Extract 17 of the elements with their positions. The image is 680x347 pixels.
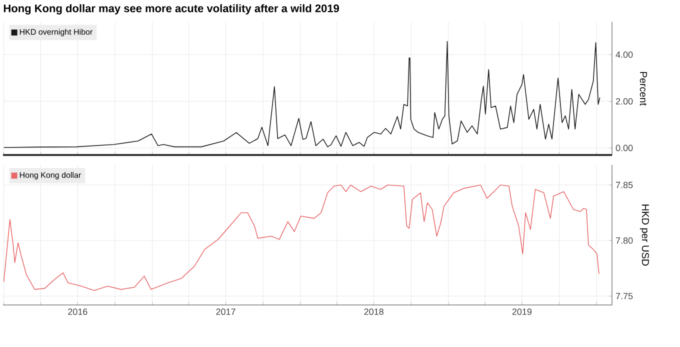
legend-label: Hong Kong dollar — [20, 172, 81, 180]
y-tick-label: 2.00 — [616, 98, 633, 105]
y-axis-title: HKD per USD — [640, 204, 649, 266]
line-series — [3, 184, 600, 291]
x-tick-label: 2017 — [216, 308, 236, 315]
x-tick-label: 2019 — [512, 308, 532, 315]
x-tick-label: 2018 — [364, 308, 384, 315]
y-tick-label: 7.80 — [616, 237, 633, 244]
legend-label: HKD overnight Hibor — [20, 28, 92, 36]
y-tick-label: 7.85 — [616, 182, 633, 188]
y-tick-label: 0.00 — [616, 144, 633, 152]
chart-title: Hong Kong dollar may see more acute volatility after a wild 2019 — [4, 4, 339, 14]
line-series — [3, 40, 600, 148]
y-axis-title: Percent — [640, 72, 647, 106]
x-tick-label: 2016 — [68, 308, 88, 315]
y-tick-label: 7.75 — [616, 292, 633, 300]
y-tick-label: 4.00 — [616, 51, 633, 58]
